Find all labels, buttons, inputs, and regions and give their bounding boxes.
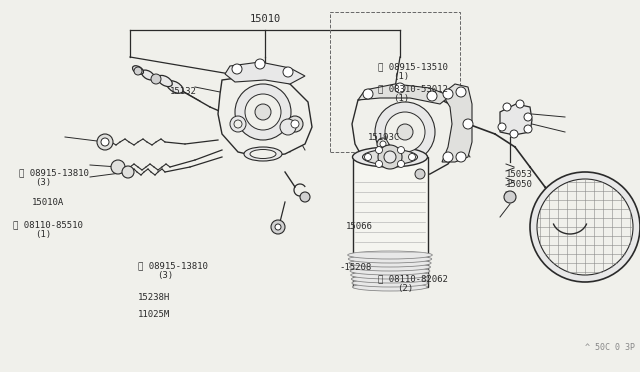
Ellipse shape	[167, 81, 183, 93]
Circle shape	[375, 102, 435, 162]
Circle shape	[456, 87, 466, 97]
Circle shape	[101, 138, 109, 146]
Text: Ⓑ 08110-85510: Ⓑ 08110-85510	[13, 221, 83, 230]
Circle shape	[443, 89, 453, 99]
Ellipse shape	[348, 255, 432, 263]
Text: 15010A: 15010A	[32, 198, 64, 207]
Ellipse shape	[352, 279, 428, 287]
Text: 15066: 15066	[346, 222, 372, 231]
Circle shape	[384, 151, 396, 163]
Circle shape	[530, 172, 640, 282]
Circle shape	[97, 134, 113, 150]
Polygon shape	[225, 62, 305, 84]
Circle shape	[377, 138, 389, 150]
Polygon shape	[352, 92, 462, 178]
Text: Ⓦ 08915-13510: Ⓦ 08915-13510	[378, 62, 447, 71]
Circle shape	[245, 94, 281, 130]
Ellipse shape	[353, 283, 428, 291]
Circle shape	[498, 123, 506, 131]
Polygon shape	[442, 84, 472, 162]
Circle shape	[397, 160, 404, 167]
Circle shape	[232, 64, 242, 74]
Ellipse shape	[250, 150, 276, 158]
Circle shape	[415, 169, 425, 179]
Circle shape	[365, 154, 371, 160]
Circle shape	[280, 119, 296, 135]
Text: Ⓦ 08915-13810: Ⓦ 08915-13810	[138, 262, 207, 270]
Circle shape	[287, 116, 303, 132]
Text: ^ 50C 0 3P: ^ 50C 0 3P	[585, 343, 635, 352]
Text: -15208: -15208	[339, 263, 371, 272]
Circle shape	[376, 147, 383, 154]
Text: Ⓢ 08310-53012: Ⓢ 08310-53012	[378, 85, 447, 94]
Text: (1): (1)	[394, 94, 410, 103]
Circle shape	[385, 112, 425, 152]
Circle shape	[363, 89, 373, 99]
Circle shape	[283, 67, 293, 77]
Text: Ⓑ 08110-82062: Ⓑ 08110-82062	[378, 275, 447, 283]
Circle shape	[255, 59, 265, 69]
Circle shape	[271, 220, 285, 234]
Circle shape	[456, 152, 466, 162]
Circle shape	[463, 119, 473, 129]
Circle shape	[380, 141, 386, 147]
Ellipse shape	[353, 147, 428, 167]
Text: 15193C: 15193C	[368, 133, 400, 142]
Ellipse shape	[141, 70, 154, 80]
Circle shape	[504, 191, 516, 203]
Circle shape	[230, 116, 246, 132]
Bar	[353, 157, 428, 287]
Ellipse shape	[348, 251, 432, 259]
Circle shape	[300, 192, 310, 202]
Circle shape	[111, 160, 125, 174]
Text: (3): (3)	[35, 178, 51, 187]
Ellipse shape	[157, 76, 172, 87]
Text: (1): (1)	[394, 72, 410, 81]
Circle shape	[395, 83, 405, 93]
Circle shape	[122, 166, 134, 178]
Polygon shape	[500, 104, 532, 135]
Circle shape	[537, 179, 633, 275]
Circle shape	[408, 154, 415, 160]
Circle shape	[443, 152, 453, 162]
Circle shape	[134, 67, 142, 75]
Circle shape	[151, 74, 161, 84]
Circle shape	[234, 120, 242, 128]
Polygon shape	[358, 84, 450, 104]
Circle shape	[510, 130, 518, 138]
Ellipse shape	[132, 66, 143, 74]
Text: (1): (1)	[35, 230, 51, 239]
Ellipse shape	[350, 267, 430, 275]
Circle shape	[397, 147, 404, 154]
Circle shape	[378, 145, 402, 169]
Circle shape	[524, 125, 532, 133]
Ellipse shape	[349, 263, 431, 271]
Circle shape	[275, 224, 281, 230]
Circle shape	[524, 113, 532, 121]
Text: 15238H: 15238H	[138, 293, 170, 302]
Circle shape	[503, 103, 511, 111]
Ellipse shape	[351, 275, 429, 283]
Ellipse shape	[349, 259, 431, 267]
Circle shape	[291, 120, 299, 128]
Polygon shape	[218, 74, 312, 157]
Text: 15053: 15053	[506, 170, 532, 179]
Text: 11025M: 11025M	[138, 310, 170, 319]
Bar	[330, 12, 460, 152]
Text: 15010: 15010	[250, 14, 280, 24]
Text: 15132: 15132	[170, 87, 196, 96]
Text: 15050: 15050	[506, 180, 532, 189]
Ellipse shape	[244, 147, 282, 161]
Text: Ⓦ 08915-13810: Ⓦ 08915-13810	[19, 169, 89, 177]
Circle shape	[376, 160, 383, 167]
Circle shape	[235, 84, 291, 140]
Ellipse shape	[362, 150, 417, 164]
Circle shape	[427, 91, 437, 101]
Circle shape	[255, 104, 271, 120]
Text: (2): (2)	[397, 284, 413, 293]
Circle shape	[397, 124, 413, 140]
Ellipse shape	[351, 271, 429, 279]
Text: (3): (3)	[157, 271, 173, 280]
Circle shape	[516, 100, 524, 108]
